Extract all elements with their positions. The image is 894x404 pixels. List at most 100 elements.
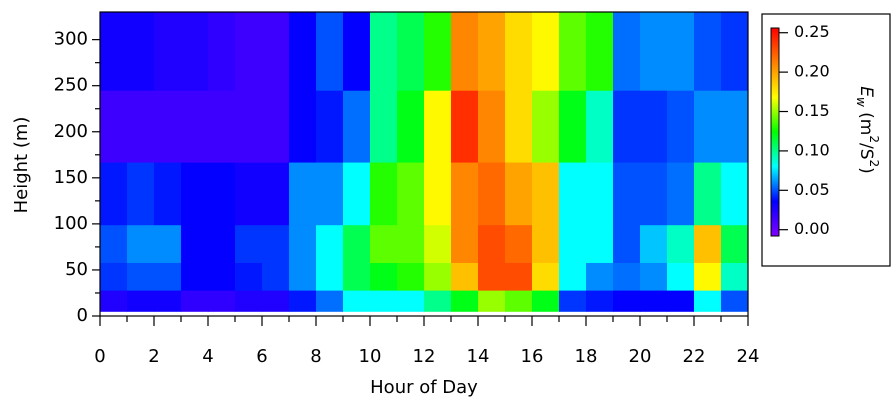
heatmap-cell [316, 90, 344, 163]
heatmap-cell [613, 12, 641, 91]
heatmap-cell [424, 162, 452, 226]
heatmap-cell [343, 162, 371, 226]
heatmap-cell [559, 224, 587, 263]
heatmap-cell [532, 290, 560, 312]
heatmap-cell [208, 162, 236, 226]
heatmap-cell [640, 290, 668, 312]
heatmap-cell [289, 262, 317, 291]
heatmap-cell [181, 224, 209, 263]
colorbar-frame [761, 13, 891, 267]
heatmap-cell [721, 90, 749, 163]
heatmap-cell [586, 262, 614, 291]
x-axis-label: Hour of Day [370, 377, 478, 398]
colorbar-tick-label: 0.10 [794, 140, 830, 159]
heatmap-cell [397, 290, 425, 312]
y-tick-label: 200 [54, 121, 88, 142]
colorbar-label-part: E [856, 86, 876, 97]
heatmap-cell [424, 224, 452, 263]
x-tick-label: 24 [737, 346, 760, 367]
heatmap-cell [343, 262, 371, 291]
heatmap-cell [667, 90, 695, 163]
y-tick-label: 0 [77, 305, 88, 326]
heatmap-cell [721, 12, 749, 91]
colorbar-tick-label: 0.25 [794, 22, 830, 41]
heatmap-cell [613, 290, 641, 312]
heatmap-cell [100, 224, 128, 263]
heatmap-cell [613, 90, 641, 163]
heatmap-cell [451, 224, 479, 263]
colorbar-label-part: /S [856, 143, 876, 160]
heatmap-cell [397, 224, 425, 263]
heatmap-cell [262, 90, 290, 163]
x-tick-label: 16 [521, 346, 544, 367]
heatmap-cell [154, 262, 182, 291]
heatmap-cell [262, 12, 290, 91]
heatmap-cell [154, 162, 182, 226]
heatmap-cell [370, 12, 398, 91]
heatmap-cell [505, 262, 533, 291]
heatmap-cell [667, 290, 695, 312]
y-axis-label: Height (m) [11, 117, 32, 214]
heatmap-cell [478, 162, 506, 226]
heatmap-cell [397, 162, 425, 226]
heatmap-cell [316, 262, 344, 291]
heatmap-cell [424, 12, 452, 91]
heatmap-cell [451, 290, 479, 312]
heatmap-cell [235, 262, 263, 291]
x-tick-label: 10 [359, 346, 382, 367]
heatmap-cell [559, 12, 587, 91]
heatmap-cell [262, 224, 290, 263]
heatmap-cell [721, 262, 749, 291]
heatmap-cell [478, 290, 506, 312]
heatmap-cell [586, 90, 614, 163]
heatmap-cell [127, 162, 155, 226]
heatmap-cell [640, 262, 668, 291]
heatmap-cell [127, 90, 155, 163]
x-tick-label: 14 [467, 346, 490, 367]
heatmap-cell [181, 290, 209, 312]
heatmap-cell [100, 12, 128, 91]
heatmap-cell [262, 290, 290, 312]
x-tick-label: 8 [310, 346, 321, 367]
heatmap-cell [532, 12, 560, 91]
heatmap-cell [370, 162, 398, 226]
heatmap-cell [343, 12, 371, 91]
heatmap-cell [343, 90, 371, 163]
colorbar-label-part: (m [856, 107, 876, 136]
heatmap-cell [289, 90, 317, 163]
heatmap-cell [289, 290, 317, 312]
heatmap-cell [721, 290, 749, 312]
y-tick-label: 150 [54, 167, 88, 188]
x-tick-label: 12 [413, 346, 436, 367]
heatmap-cell [721, 224, 749, 263]
heatmap-cell [694, 12, 722, 91]
heatmap-cell [100, 90, 128, 163]
y-tick-label: 250 [54, 75, 88, 96]
heatmap-cell [640, 162, 668, 226]
heatmap-cell [154, 12, 182, 91]
heatmap-cell [370, 90, 398, 163]
heatmap-cell [127, 262, 155, 291]
x-tick-label: 6 [256, 346, 267, 367]
heatmap-cell [181, 12, 209, 91]
colorbar-tick-label: 0.20 [794, 62, 830, 81]
heatmap-cell [316, 224, 344, 263]
heatmap-cell [127, 290, 155, 312]
y-tick-label: 300 [54, 29, 88, 50]
heatmap-cell [289, 162, 317, 226]
heatmap-cell [694, 90, 722, 163]
heatmap-cell [721, 162, 749, 226]
heatmap-cell [451, 262, 479, 291]
heatmap-cell [694, 262, 722, 291]
x-tick-label: 4 [202, 346, 213, 367]
heatmap-cell [100, 290, 128, 312]
heatmap-cell [181, 262, 209, 291]
heatmap-cell [478, 90, 506, 163]
heatmap-cell [478, 12, 506, 91]
y-tick-label: 50 [65, 259, 88, 280]
heatmap-cell [559, 262, 587, 291]
x-tick-label: 2 [148, 346, 159, 367]
heatmap-cell [154, 224, 182, 263]
heatmap-cell [316, 12, 344, 91]
heatmap-cell [640, 224, 668, 263]
